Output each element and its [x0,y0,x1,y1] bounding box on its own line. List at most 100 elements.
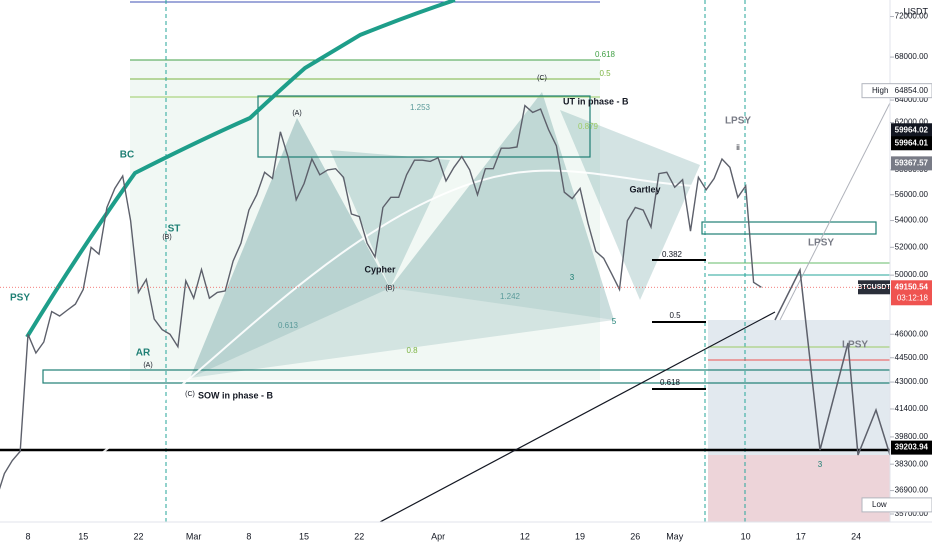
y-tick-label: 38300.00 [895,459,929,468]
x-tick-label: Mar [186,531,202,541]
y-tick-label: 39800.00 [895,432,929,441]
harmonic [190,288,614,378]
trend-curve [25,0,456,339]
x-tick-label: 8 [246,531,251,541]
annotation: 0.8 [406,346,418,355]
trend-line [779,101,890,321]
price-tag-name: High [872,86,888,95]
price-tag-value: 59367.57 [895,158,929,167]
annotation: (C) [185,391,195,398]
price-tag-name: Low [872,500,887,509]
x-tick-label: 12 [520,531,530,541]
annotation: 3 [818,460,823,469]
annotation: 0.382 [662,250,683,259]
last-price: 49150.54 [895,282,929,291]
annotation: 1.242 [500,292,521,301]
price-tag-value: 39203.94 [895,443,929,452]
x-tick-label: 15 [78,531,88,541]
annotation: 0.5 [669,311,681,320]
countdown: 03:12:18 [897,293,929,302]
annotation: 0.5 [599,69,611,78]
price-tag [861,497,932,513]
last-price-tag [891,280,932,306]
harmonic [330,150,450,288]
range-box [42,369,890,384]
annotation: AR [136,348,151,359]
annotation: Gartley [629,184,660,194]
price-tag-value: 64854.00 [895,86,929,95]
symbol-name: BTCUSDT [857,284,891,291]
annotation: Cypher [364,264,396,274]
harmonic [190,118,390,378]
price-tag [891,123,932,138]
annotation: ii [736,143,740,152]
y-tick-label: 41400.00 [895,404,929,413]
y-tick-label: 54000.00 [895,216,929,225]
risk-zone [708,455,890,522]
price-tag [891,156,932,171]
y-tick-label: 46000.00 [895,329,929,338]
x-tick-label: 17 [796,531,806,541]
annotation: 1.253 [410,103,431,112]
price-tag [891,440,932,455]
price-tag [861,83,932,99]
y-tick-label: 68000.00 [895,52,929,61]
range-box [257,95,591,158]
x-tick-label: May [666,531,684,541]
annotation: LPSY [725,116,751,127]
x-tick-label: 10 [741,531,751,541]
harmonic [560,110,700,300]
annotation: UT in phase - B [563,96,629,106]
x-tick-label: 24 [851,531,861,541]
y-tick-label: 35700.00 [895,509,929,518]
annotation: (A) [292,110,301,117]
annotation: BC [120,150,134,161]
y-tick-label: 64000.00 [895,95,929,104]
harmonic [390,92,614,320]
y-tick-label: 43000.00 [895,377,929,386]
y-tick-label: 52000.00 [895,242,929,251]
price-tag [891,136,932,151]
price-tag-value: 59964.02 [895,125,929,134]
currency: USDT [904,6,929,16]
series-group [0,104,762,490]
y-tick-label: 72000.00 [895,12,929,21]
x-tick-label: 19 [575,531,585,541]
target-zone [708,320,890,455]
annotation: 3 [570,273,575,282]
annotation: 0.618 [595,50,616,59]
x-tick-label: 22 [133,531,143,541]
annotation: 0.613 [278,321,299,330]
y-tick-label: 36900.00 [895,486,929,495]
x-tick-label: 22 [354,531,364,541]
annotation: PSY [10,293,30,304]
annotation: ST [168,224,181,235]
annotation: LPSY [808,238,834,249]
annotation: (A) [143,362,152,369]
x-tick-label: 8 [26,531,31,541]
annotation: (B) [385,285,394,292]
y-tick-label: 56000.00 [895,190,929,199]
drawings [0,0,890,522]
annotation: SOW in phase - B [198,390,274,400]
annotation: 0.618 [660,378,681,387]
x-tick-label: 15 [299,531,309,541]
annotation: (B) [162,234,171,241]
range-box [701,221,877,235]
annotation: (C) [537,75,547,82]
x-tick-label: 26 [630,531,640,541]
y-tick-label: 44500.00 [895,353,929,362]
annotation: 0.879 [578,122,599,131]
price-line [0,104,762,490]
annotation: LPSY [842,340,868,351]
y-tick-label: 50000.00 [895,270,929,279]
price-tag-value: 59964.01 [895,138,929,147]
fib-zone [130,60,600,380]
annotation: 5 [612,317,617,326]
moving-average [0,169,781,521]
x-tick-label: Apr [431,531,445,541]
y-tick-label: 62000.00 [895,118,929,127]
projection [774,267,890,456]
trend-line [379,311,776,522]
